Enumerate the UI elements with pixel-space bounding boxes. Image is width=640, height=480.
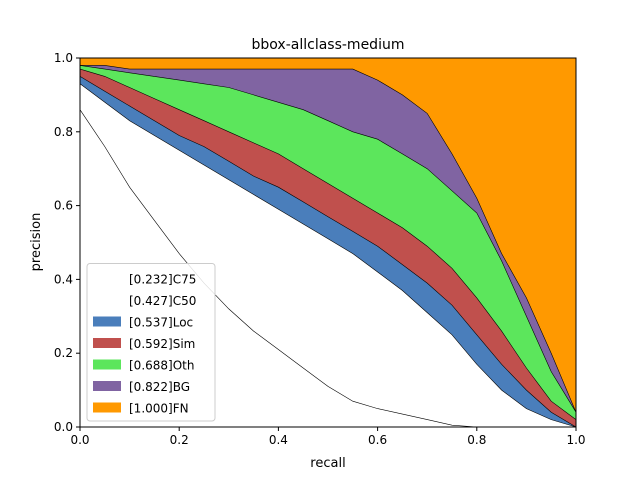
legend-label-0: [0.232]C75 (129, 273, 196, 287)
plot-frame (79, 57, 577, 428)
area-band-4 (80, 65, 576, 420)
legend-swatch-0 (93, 273, 121, 284)
y-axis-label: precision (29, 213, 44, 272)
curve-line-5 (80, 65, 577, 413)
legend-swatch-6 (93, 402, 121, 413)
y-tick-label-5: 1.0 (54, 51, 73, 65)
area-band-6 (80, 58, 576, 413)
legend-label-3: [0.592]Sim (129, 337, 195, 351)
legend: [0.232]C75 [0.427]C50 [0.537]Loc [0.592]Sim… (86, 263, 216, 422)
legend-swatch-1 (93, 295, 121, 305)
y-tick-label-1: 0.2 (54, 346, 73, 360)
area-band-2 (80, 76, 576, 428)
legend-label-1: [0.427]C50 (129, 294, 196, 308)
area-band-1 (80, 83, 576, 428)
legend-swatch-4 (93, 359, 121, 370)
legend-label-6: [1.000]FN (129, 402, 189, 416)
y-tick-label-2: 0.4 (54, 272, 73, 286)
curve-line-3 (79, 68, 577, 420)
x-axis-label: recall (310, 456, 345, 471)
x-tick-label-5: 1.0 (566, 433, 585, 447)
y-tick-label-4: 0.8 (54, 125, 73, 139)
y-axis-ticks: 0.0 0.2 0.4 0.6 0.8 1.0 (54, 51, 80, 434)
curve-line-4 (79, 65, 577, 413)
area-band-3 (80, 69, 576, 427)
y-tick-label-0: 0.0 (54, 420, 73, 434)
legend-swatch-5 (93, 381, 121, 391)
x-tick-label-2: 0.4 (269, 433, 288, 447)
chart-title: bbox-allclass-medium (252, 37, 405, 53)
x-axis-ticks: 0.0 0.2 0.4 0.6 0.8 1.0 (70, 427, 586, 447)
x-tick-label-1: 0.2 (170, 433, 189, 447)
legend-swatch-3 (93, 338, 121, 348)
y-tick-label-3: 0.6 (54, 199, 73, 213)
legend-label-5: [0.822]BG (129, 380, 190, 394)
curve-line-2 (79, 76, 577, 428)
legend-label-2: [0.537]Loc (129, 316, 193, 330)
legend-label-4: [0.688]Oth (129, 359, 194, 373)
legend-swatch-2 (93, 316, 121, 327)
curve-line-1 (79, 83, 577, 428)
x-tick-label-0: 0.0 (70, 433, 89, 447)
x-tick-label-3: 0.6 (368, 433, 387, 447)
x-tick-label-4: 0.8 (467, 433, 486, 447)
